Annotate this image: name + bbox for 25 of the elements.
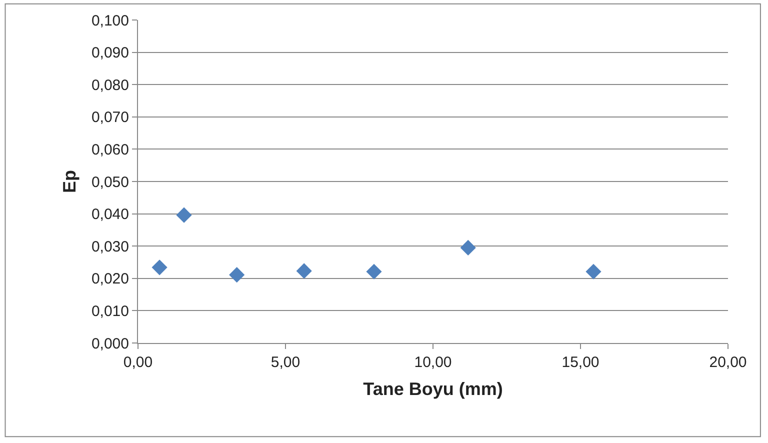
point bbox=[229, 267, 245, 283]
x-axis-title: Tane Boyu (mm) bbox=[363, 379, 503, 400]
y-tick-label: 0,090 bbox=[91, 44, 129, 62]
x-tick-label: 10,00 bbox=[414, 354, 452, 371]
x-tick-label: 0,00 bbox=[123, 354, 153, 371]
point bbox=[460, 240, 476, 256]
y-tick-label: 0,050 bbox=[91, 174, 129, 191]
y-tick-label: 0,070 bbox=[91, 109, 129, 126]
y-tick-label: 0,020 bbox=[91, 270, 129, 288]
y-tick-label: 0,060 bbox=[91, 141, 129, 158]
point bbox=[366, 264, 382, 280]
x-tick-label: 20,00 bbox=[709, 354, 747, 371]
point bbox=[586, 264, 602, 280]
y-tick-label: 0,000 bbox=[91, 335, 129, 352]
x-tick-label: 5,00 bbox=[270, 354, 300, 371]
point bbox=[296, 263, 312, 279]
point bbox=[152, 260, 168, 276]
y-axis-title: Ep bbox=[60, 170, 80, 194]
y-tick-label: 0,080 bbox=[91, 76, 129, 94]
y-tick-label: 0,040 bbox=[91, 206, 129, 224]
point bbox=[176, 207, 192, 223]
y-tick-label: 0,100 bbox=[91, 12, 129, 30]
x-tick-label: 15,00 bbox=[562, 354, 600, 371]
y-tick-label: 0,030 bbox=[91, 238, 129, 256]
y-tick-label: 0,010 bbox=[91, 302, 129, 320]
